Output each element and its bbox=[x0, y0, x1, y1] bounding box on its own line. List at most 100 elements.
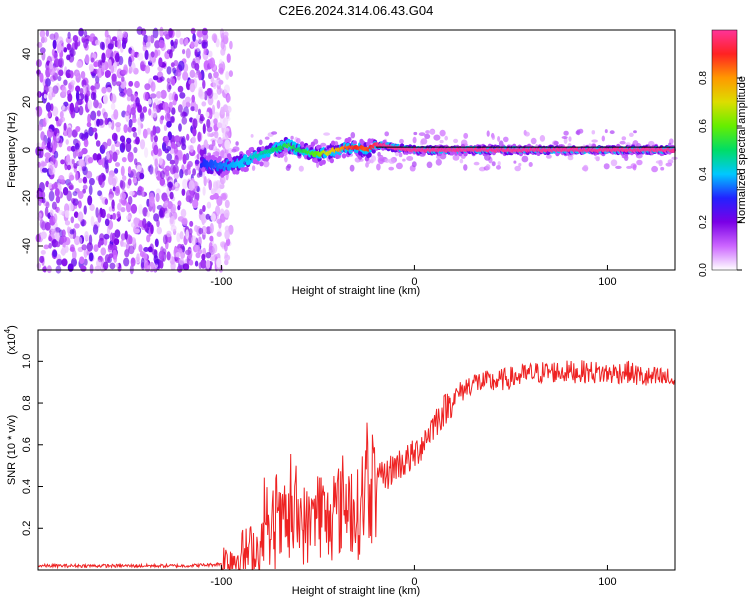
noise-dot bbox=[152, 125, 157, 136]
noise-dot bbox=[191, 94, 195, 103]
spectrogram-panel: -100 0 100 -40 -20 0 20 40 Height of straight … bbox=[6, 26, 678, 297]
noise-dot bbox=[75, 85, 81, 93]
track-mark bbox=[341, 153, 347, 159]
spectrogram-x-ticks: -100 0 100 bbox=[210, 265, 617, 288]
noise-dot bbox=[615, 165, 622, 169]
noise-dot bbox=[66, 43, 71, 51]
noise-dot bbox=[101, 86, 107, 94]
noise-dot bbox=[503, 136, 509, 143]
noise-dot bbox=[48, 242, 52, 249]
noise-dot bbox=[209, 195, 215, 200]
noise-dot bbox=[36, 262, 41, 270]
noise-dot bbox=[101, 61, 106, 72]
noise-dot bbox=[224, 252, 228, 259]
noise-dot bbox=[95, 140, 101, 147]
noise-dot bbox=[82, 176, 88, 184]
noise-dot bbox=[40, 131, 45, 141]
noise-dot bbox=[67, 263, 74, 272]
noise-dot bbox=[137, 185, 143, 196]
noise-dot bbox=[147, 35, 152, 43]
noise-dot bbox=[192, 168, 197, 176]
noise-dot bbox=[66, 164, 71, 171]
noise-dot bbox=[82, 84, 87, 94]
noise-dot bbox=[394, 151, 399, 157]
noise-dot bbox=[72, 35, 79, 43]
noise-dot bbox=[251, 165, 256, 172]
snr-multiplier-exponent: 4 bbox=[3, 328, 12, 333]
noise-dot bbox=[93, 99, 99, 109]
noise-dot bbox=[127, 151, 134, 163]
x-tick-label: 0 bbox=[411, 576, 417, 588]
noise-dot bbox=[61, 258, 68, 267]
noise-dot bbox=[153, 144, 159, 156]
noise-dot bbox=[125, 110, 130, 117]
noise-dot bbox=[131, 117, 137, 124]
noise-dot bbox=[146, 211, 150, 218]
noise-dot bbox=[444, 135, 449, 141]
noise-dot bbox=[199, 91, 206, 100]
noise-dot bbox=[139, 251, 145, 257]
noise-dot bbox=[228, 70, 233, 77]
noise-dot bbox=[51, 90, 56, 98]
noise-dot bbox=[190, 41, 195, 49]
noise-dot bbox=[75, 126, 81, 132]
noise-dot bbox=[154, 158, 158, 168]
noise-dot bbox=[38, 212, 42, 219]
noise-dot bbox=[166, 146, 172, 152]
noise-dot bbox=[72, 198, 79, 206]
colorbar-tick-label: 0.6 bbox=[698, 119, 709, 133]
noise-dot bbox=[144, 223, 149, 233]
noise-dot bbox=[91, 72, 96, 79]
noise-dot bbox=[155, 188, 161, 195]
noise-dot bbox=[186, 163, 191, 171]
noise-dot bbox=[78, 236, 83, 245]
noise-dot bbox=[164, 112, 171, 122]
noise-dot bbox=[207, 152, 212, 156]
noise-dot bbox=[127, 166, 132, 175]
noise-dot bbox=[221, 193, 227, 201]
noise-dot bbox=[224, 242, 228, 252]
noise-dot bbox=[179, 92, 186, 99]
noise-dot bbox=[166, 66, 172, 75]
noise-dot bbox=[132, 177, 137, 184]
noise-dot bbox=[61, 246, 66, 256]
track-mark bbox=[279, 152, 284, 158]
noise-dot bbox=[59, 111, 64, 119]
noise-dot bbox=[178, 60, 185, 71]
noise-dot bbox=[193, 72, 200, 78]
noise-dot bbox=[320, 142, 327, 147]
noise-dot bbox=[208, 50, 213, 58]
noise-dot bbox=[202, 27, 208, 36]
noise-dot bbox=[143, 247, 149, 252]
noise-dot bbox=[136, 171, 142, 182]
noise-dot bbox=[128, 235, 133, 245]
noise-dot bbox=[575, 130, 579, 135]
noise-dot bbox=[199, 208, 203, 215]
noise-dot bbox=[69, 102, 75, 113]
noise-dot bbox=[171, 78, 176, 86]
y-tick-label: -40 bbox=[21, 238, 33, 254]
noise-dot bbox=[205, 259, 211, 269]
noise-dot bbox=[211, 104, 216, 115]
noise-dot bbox=[130, 257, 136, 267]
noise-dot bbox=[212, 243, 218, 254]
noise-dot bbox=[198, 236, 202, 247]
noise-dot bbox=[79, 88, 84, 95]
noise-dot bbox=[174, 38, 179, 46]
noise-dot bbox=[98, 175, 103, 186]
noise-dot bbox=[137, 52, 144, 61]
noise-dot bbox=[208, 72, 212, 80]
noise-dot bbox=[115, 162, 120, 167]
noise-dot bbox=[44, 206, 49, 217]
noise-dot bbox=[174, 93, 179, 102]
noise-dot bbox=[518, 162, 522, 167]
noise-dot bbox=[101, 174, 107, 182]
noise-dot bbox=[88, 252, 94, 262]
noise-dot bbox=[74, 223, 80, 229]
noise-dot bbox=[633, 130, 637, 134]
noise-dot bbox=[147, 98, 152, 105]
noise-dot bbox=[117, 202, 122, 211]
noise-dot bbox=[90, 91, 96, 101]
noise-dot bbox=[655, 160, 663, 164]
noise-dot bbox=[99, 41, 105, 50]
